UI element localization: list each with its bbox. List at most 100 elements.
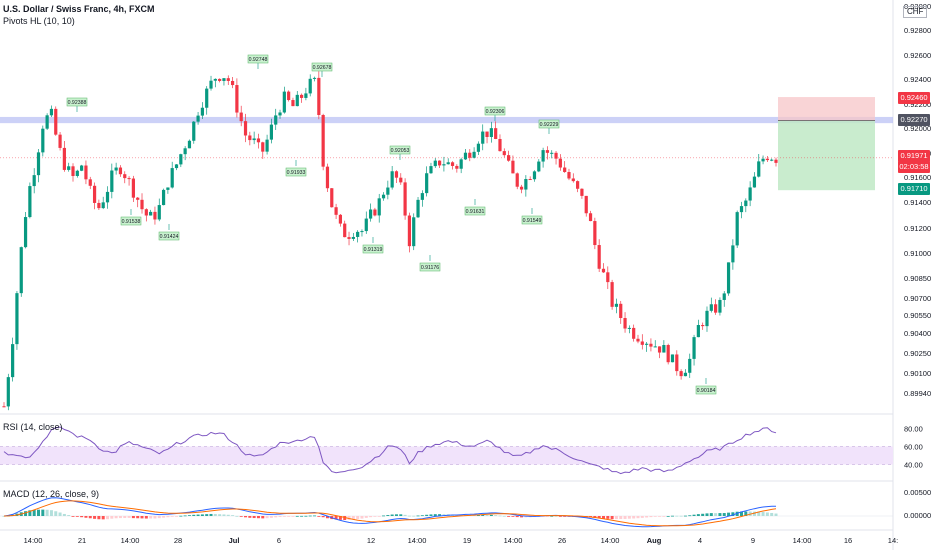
macd-histogram-bar bbox=[515, 516, 519, 518]
candle-body bbox=[757, 161, 761, 177]
macd-histogram-bar bbox=[416, 515, 420, 517]
pivot-label: 0.91176 bbox=[421, 265, 439, 271]
candle-body bbox=[308, 78, 312, 94]
macd-histogram-bar bbox=[386, 515, 390, 516]
macd-histogram-bar bbox=[67, 515, 71, 516]
macd-histogram-bar bbox=[295, 515, 299, 517]
macd-histogram-bar bbox=[88, 516, 92, 519]
macd-histogram-bar bbox=[231, 515, 235, 516]
macd-histogram-bar bbox=[325, 516, 329, 519]
candle-body bbox=[705, 310, 709, 327]
candle-body bbox=[101, 202, 105, 209]
price-tick-label: 0.90700 bbox=[904, 294, 931, 303]
macd-histogram-bar bbox=[382, 515, 386, 517]
candle-body bbox=[623, 318, 627, 329]
macd-histogram-bar bbox=[507, 516, 511, 517]
currency-badge[interactable]: CHF bbox=[903, 6, 928, 18]
macd-histogram-bar bbox=[248, 516, 252, 518]
candle-body bbox=[373, 209, 377, 216]
time-tick-label: 26 bbox=[558, 536, 566, 545]
macd-histogram-bar bbox=[222, 514, 226, 516]
candle-body bbox=[692, 337, 696, 359]
candle-body bbox=[278, 112, 282, 116]
time-tick-label: 14:00 bbox=[601, 536, 620, 545]
macd-histogram-bar bbox=[291, 516, 295, 517]
pivot-box bbox=[285, 167, 307, 177]
pivot-box bbox=[538, 119, 560, 129]
candle-body bbox=[23, 217, 28, 248]
time-tick-label: 14:00 bbox=[504, 536, 523, 545]
target-price-tag: 0.92460 bbox=[898, 92, 930, 104]
candle-body bbox=[213, 78, 217, 81]
time-tick-label: 19 bbox=[463, 536, 471, 545]
macd-histogram-bar bbox=[136, 516, 140, 519]
time-tick-label: 4 bbox=[698, 536, 702, 545]
pivot-label: 0.92306 bbox=[486, 109, 505, 115]
time-tick-label: 14: bbox=[888, 536, 898, 545]
price-tick-label: 0.90250 bbox=[904, 349, 931, 358]
macd-histogram-bar bbox=[485, 514, 489, 516]
macd-label: MACD (12, 26, close, 9) bbox=[3, 489, 100, 499]
candle-body bbox=[666, 345, 670, 363]
candle-body bbox=[334, 207, 338, 215]
candle-body bbox=[131, 178, 135, 198]
macd-histogram-bar bbox=[274, 516, 278, 518]
macd-histogram-bar bbox=[373, 516, 377, 517]
candle-body bbox=[179, 154, 183, 165]
candle-body bbox=[218, 78, 222, 81]
pivot-box bbox=[247, 54, 269, 64]
candle-body bbox=[511, 160, 515, 174]
macd-histogram-bar bbox=[226, 514, 230, 516]
pivot-box bbox=[419, 262, 441, 272]
candle-body bbox=[226, 78, 230, 81]
macd-histogram-bar bbox=[718, 513, 722, 516]
signal-line bbox=[3, 500, 777, 527]
macd-histogram-bar bbox=[110, 516, 114, 519]
macd-histogram-bar bbox=[239, 516, 243, 517]
candle-body bbox=[97, 202, 101, 209]
macd-histogram-bar bbox=[196, 514, 200, 516]
macd-histogram-bar bbox=[252, 516, 256, 519]
time-tick-label: 9 bbox=[751, 536, 755, 545]
candle-body bbox=[472, 151, 476, 158]
candle-body bbox=[632, 327, 636, 339]
candle-body bbox=[338, 214, 343, 224]
stop-price-tag: 0.91710 bbox=[898, 183, 930, 195]
pivot-labels: 0.92388 0.91538 0.91424 0.92748 0.92678 0.919… bbox=[66, 54, 717, 395]
macd-histogram-bar bbox=[425, 514, 429, 516]
candle-body bbox=[6, 377, 10, 407]
macd-histogram-bar bbox=[494, 515, 498, 516]
candle-body bbox=[209, 80, 213, 89]
price-tick-label: 0.90850 bbox=[904, 274, 931, 283]
rsi-label: RSI (14, close) bbox=[3, 422, 63, 432]
time-axis[interactable]: 14:00 21 14:00 28 Jul 6 12 14:00 19 14:00 26 14:00 A… bbox=[24, 536, 899, 545]
candle-body bbox=[36, 152, 41, 176]
macd-histogram-bar bbox=[360, 516, 364, 519]
macd-histogram-bar bbox=[334, 516, 338, 520]
candle-body bbox=[597, 245, 601, 269]
macd-histogram-bar bbox=[744, 511, 748, 516]
candle-body bbox=[166, 187, 170, 190]
candle-body bbox=[774, 159, 778, 163]
macd-histogram-bar bbox=[420, 515, 424, 517]
macd-histogram-bar bbox=[761, 511, 765, 516]
candle-body bbox=[144, 209, 148, 216]
candle-body bbox=[2, 406, 6, 408]
candle-body bbox=[636, 338, 640, 342]
macd-histogram-bar bbox=[218, 514, 222, 516]
price-axis[interactable]: 0.930000.928000.926000.924000.922000.920… bbox=[904, 2, 931, 398]
macd-histogram-bar bbox=[757, 511, 761, 516]
candle-body bbox=[92, 185, 97, 203]
candle-body bbox=[174, 164, 179, 169]
candle-body bbox=[584, 195, 588, 214]
indicator-label: Pivots HL (10, 10) bbox=[3, 16, 75, 26]
candle-body bbox=[364, 218, 368, 232]
candle-body bbox=[15, 293, 19, 345]
candle-body bbox=[675, 354, 679, 372]
macd-histogram-bar bbox=[45, 509, 49, 516]
candle-body bbox=[399, 177, 403, 183]
macd-histogram-bar bbox=[377, 516, 381, 517]
candle-body bbox=[136, 197, 140, 200]
macd-histogram-bar bbox=[550, 515, 554, 517]
